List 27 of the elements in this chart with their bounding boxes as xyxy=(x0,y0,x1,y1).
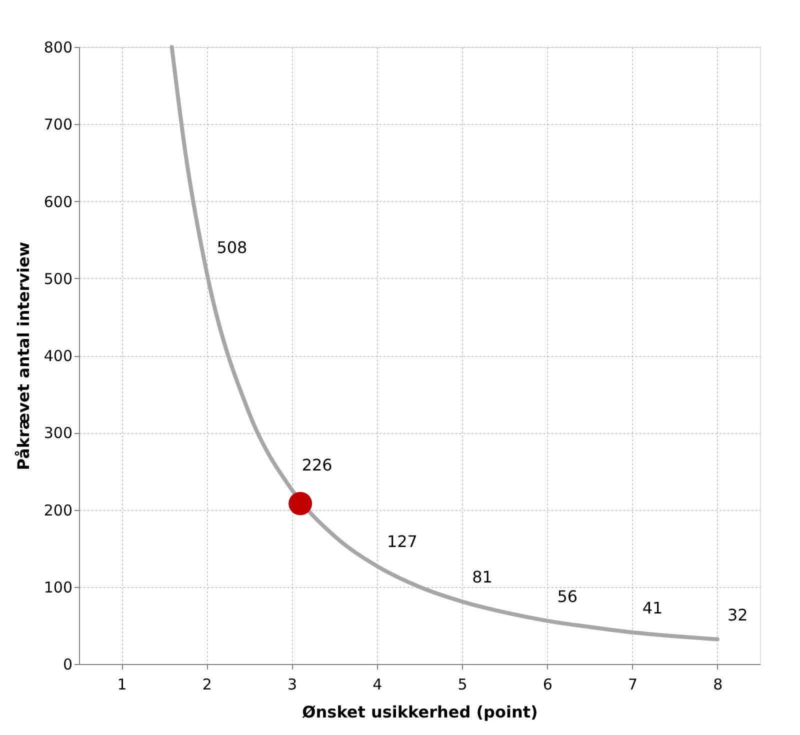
data-label: 508 xyxy=(216,238,248,258)
y-tick-label: 600 xyxy=(44,192,72,211)
y-tick-label: 800 xyxy=(44,38,72,56)
x-tick-label: 2 xyxy=(202,676,212,694)
x-tick-label: 6 xyxy=(542,676,552,694)
data-label: 56 xyxy=(557,586,578,606)
data-label: 32 xyxy=(727,605,748,624)
y-tick-label: 200 xyxy=(44,501,72,520)
data-label: 127 xyxy=(386,532,418,552)
y-axis-title: Påkrævet antal interview xyxy=(14,242,33,470)
data-label: 41 xyxy=(642,598,663,618)
x-tick-label: 8 xyxy=(713,676,723,694)
y-tick-label: 400 xyxy=(44,347,72,365)
y-tick-label: 300 xyxy=(44,424,72,442)
y-tick-label: 0 xyxy=(62,656,72,674)
x-tick-label: 7 xyxy=(628,676,638,694)
x-tick-label: 5 xyxy=(458,676,468,694)
data-label: 81 xyxy=(472,568,492,587)
x-tick-label: 3 xyxy=(288,676,298,694)
line-series xyxy=(170,45,720,642)
y-tick-label: 700 xyxy=(44,116,72,134)
data-label: 226 xyxy=(302,456,332,475)
y-tick-label: 100 xyxy=(44,578,72,596)
x-tick-label: 4 xyxy=(372,676,382,694)
y-tick-label: 500 xyxy=(44,270,72,288)
x-tick-label: 1 xyxy=(117,676,127,694)
x-axis-title: Ønsket usikkerhed (point) xyxy=(302,702,538,722)
